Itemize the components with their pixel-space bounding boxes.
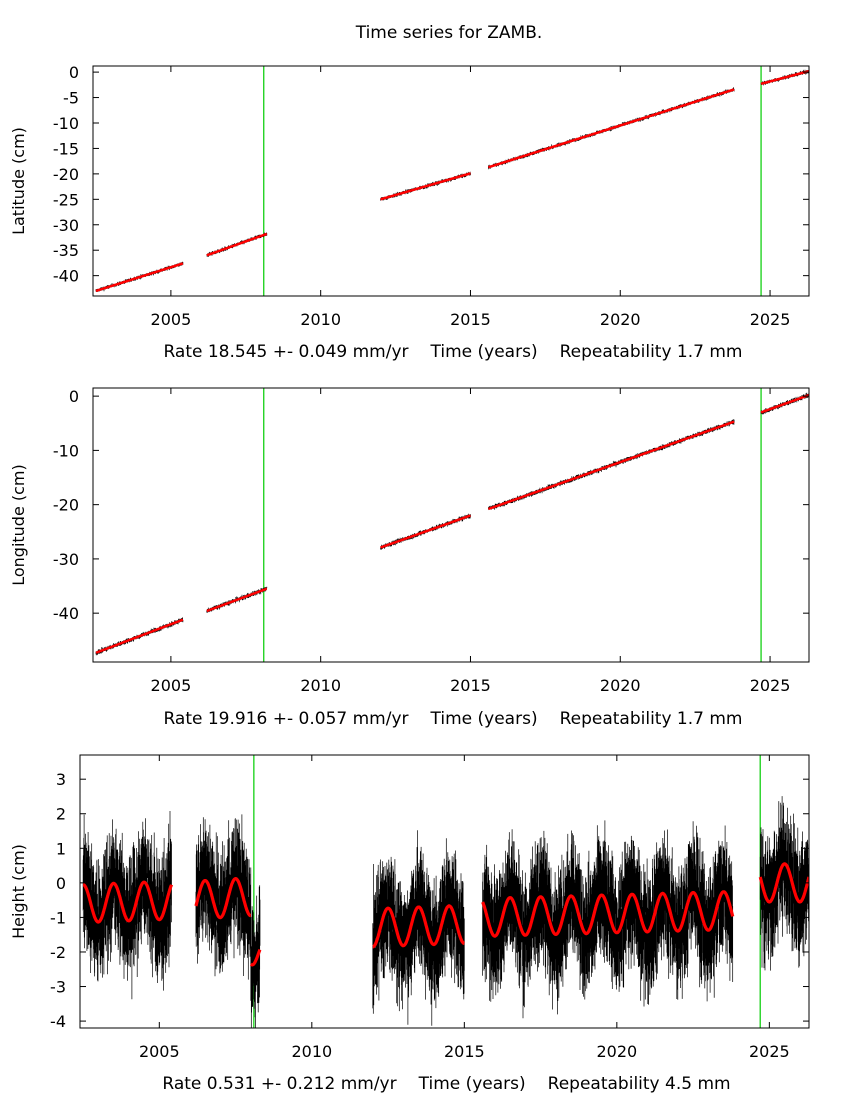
model-line-segment-5 — [760, 393, 809, 414]
x-tick-label: 2025 — [749, 1042, 790, 1061]
model-line-segment-6 — [758, 862, 809, 904]
x-axis-label: Time (years) — [430, 709, 538, 729]
model-line-segment-3 — [380, 172, 471, 201]
y-tick-label: -25 — [53, 190, 79, 209]
model-line-segment-5 — [481, 890, 735, 938]
model-line-segment-4 — [372, 904, 465, 949]
x-tick-label: 2015 — [450, 676, 491, 695]
y-tick-label: -40 — [53, 604, 79, 623]
data-points-segment-6 — [759, 796, 809, 971]
y-tick-label: -15 — [53, 139, 79, 158]
y-tick-label: -1 — [50, 908, 66, 927]
y-tick-label: -40 — [53, 267, 79, 286]
y-tick-label: -20 — [53, 165, 79, 184]
repeatability-text: Repeatability 4.5 mm — [548, 1074, 731, 1094]
repeatability-text: Repeatability 1.7 mm — [560, 342, 743, 362]
y-tick-label: -30 — [53, 550, 79, 569]
data-points-segment-1 — [82, 811, 172, 1000]
y-tick-label: -10 — [53, 441, 79, 460]
rate-text: Rate 18.545 +- 0.049 mm/yr — [163, 342, 408, 362]
y-tick-label: 3 — [56, 770, 66, 789]
x-tick-label: 2010 — [300, 676, 341, 695]
y-tick-label: 2 — [56, 805, 66, 824]
x-tick-label: 2010 — [300, 310, 341, 329]
x-tick-label: 2005 — [151, 310, 192, 329]
x-axis-label: Time (years) — [430, 342, 538, 362]
y-axis-label: Latitude (cm) — [9, 127, 28, 235]
x-tick-label: 2025 — [750, 310, 791, 329]
data-series — [95, 69, 809, 292]
plot-frame — [92, 387, 810, 663]
model-line-segment-1 — [82, 880, 174, 924]
data-points-segment-5 — [482, 820, 734, 1019]
model-line-segment-2 — [206, 587, 268, 613]
chart-panel-3: 3 2 1 0 -1 -2 -3 -4 2005 2010 2015 2020 2025 Height (… — [9, 754, 810, 1094]
model-line-segment-4 — [488, 420, 735, 511]
y-axis-label: Height (cm) — [9, 844, 28, 939]
chart-panel-1: 0 -5 -10 -15 -20 -25 -30 -35 -40 2005 2010 2015 2020… — [9, 63, 810, 362]
rate-text: Rate 19.916 +- 0.057 mm/yr — [163, 709, 408, 729]
x-tick-label: 2005 — [151, 676, 192, 695]
y-tick-label: -2 — [50, 943, 66, 962]
caption-line: Rate 19.916 +- 0.057 mm/yr Time (years) Re… — [163, 709, 742, 729]
caption-line: Rate 0.531 +- 0.212 mm/yr Time (years) Rep… — [162, 1074, 730, 1094]
model-line-segment-2 — [206, 232, 268, 257]
y-tick-label: -10 — [53, 114, 79, 133]
y-tick-label: 0 — [69, 63, 79, 82]
plot-frame — [79, 754, 810, 1029]
y-tick-label: 0 — [56, 874, 66, 893]
x-tick-label: 2005 — [139, 1042, 180, 1061]
x-tick-label: 2015 — [450, 310, 491, 329]
x-tick-label: 2015 — [444, 1042, 485, 1061]
model-line-segment-4 — [488, 88, 735, 169]
x-tick-label: 2020 — [596, 1042, 637, 1061]
y-tick-label: 1 — [56, 839, 66, 858]
y-tick-label: -4 — [50, 1012, 66, 1031]
model-line-segment-3 — [249, 948, 262, 967]
model-line-segment-3 — [380, 514, 471, 549]
y-tick-label: -20 — [53, 496, 79, 515]
x-axis-label: Time (years) — [418, 1074, 526, 1094]
model-line-segment-5 — [760, 70, 809, 85]
x-tick-label: 2025 — [750, 676, 791, 695]
page-title: Time series for ZAMB. — [355, 23, 543, 43]
x-tick-label: 2020 — [600, 676, 641, 695]
model-line-segment-1 — [95, 262, 184, 292]
rate-text: Rate 0.531 +- 0.212 mm/yr — [162, 1074, 396, 1094]
model-line-segment-2 — [194, 877, 252, 920]
model-line-segment-1 — [95, 618, 184, 654]
y-tick-label: -35 — [53, 241, 79, 260]
chart-panel-2: 0 -10 -20 -30 -40 2005 2010 2015 2020 2025 Longitu… — [9, 387, 810, 729]
y-tick-label: -30 — [53, 216, 79, 235]
caption-line: Rate 18.545 +- 0.049 mm/yr Time (years) Re… — [163, 342, 742, 362]
y-tick-label: -5 — [63, 89, 79, 108]
data-series — [82, 796, 809, 1028]
y-tick-label: 0 — [69, 387, 79, 406]
x-tick-label: 2010 — [291, 1042, 332, 1061]
y-tick-label: -3 — [50, 978, 66, 997]
y-axis-label: Longitude (cm) — [9, 464, 28, 586]
data-points-segment-4 — [372, 830, 465, 1026]
data-series — [95, 392, 809, 656]
repeatability-text: Repeatability 1.7 mm — [560, 709, 743, 729]
plot-frame — [92, 65, 810, 297]
x-tick-label: 2020 — [600, 310, 641, 329]
